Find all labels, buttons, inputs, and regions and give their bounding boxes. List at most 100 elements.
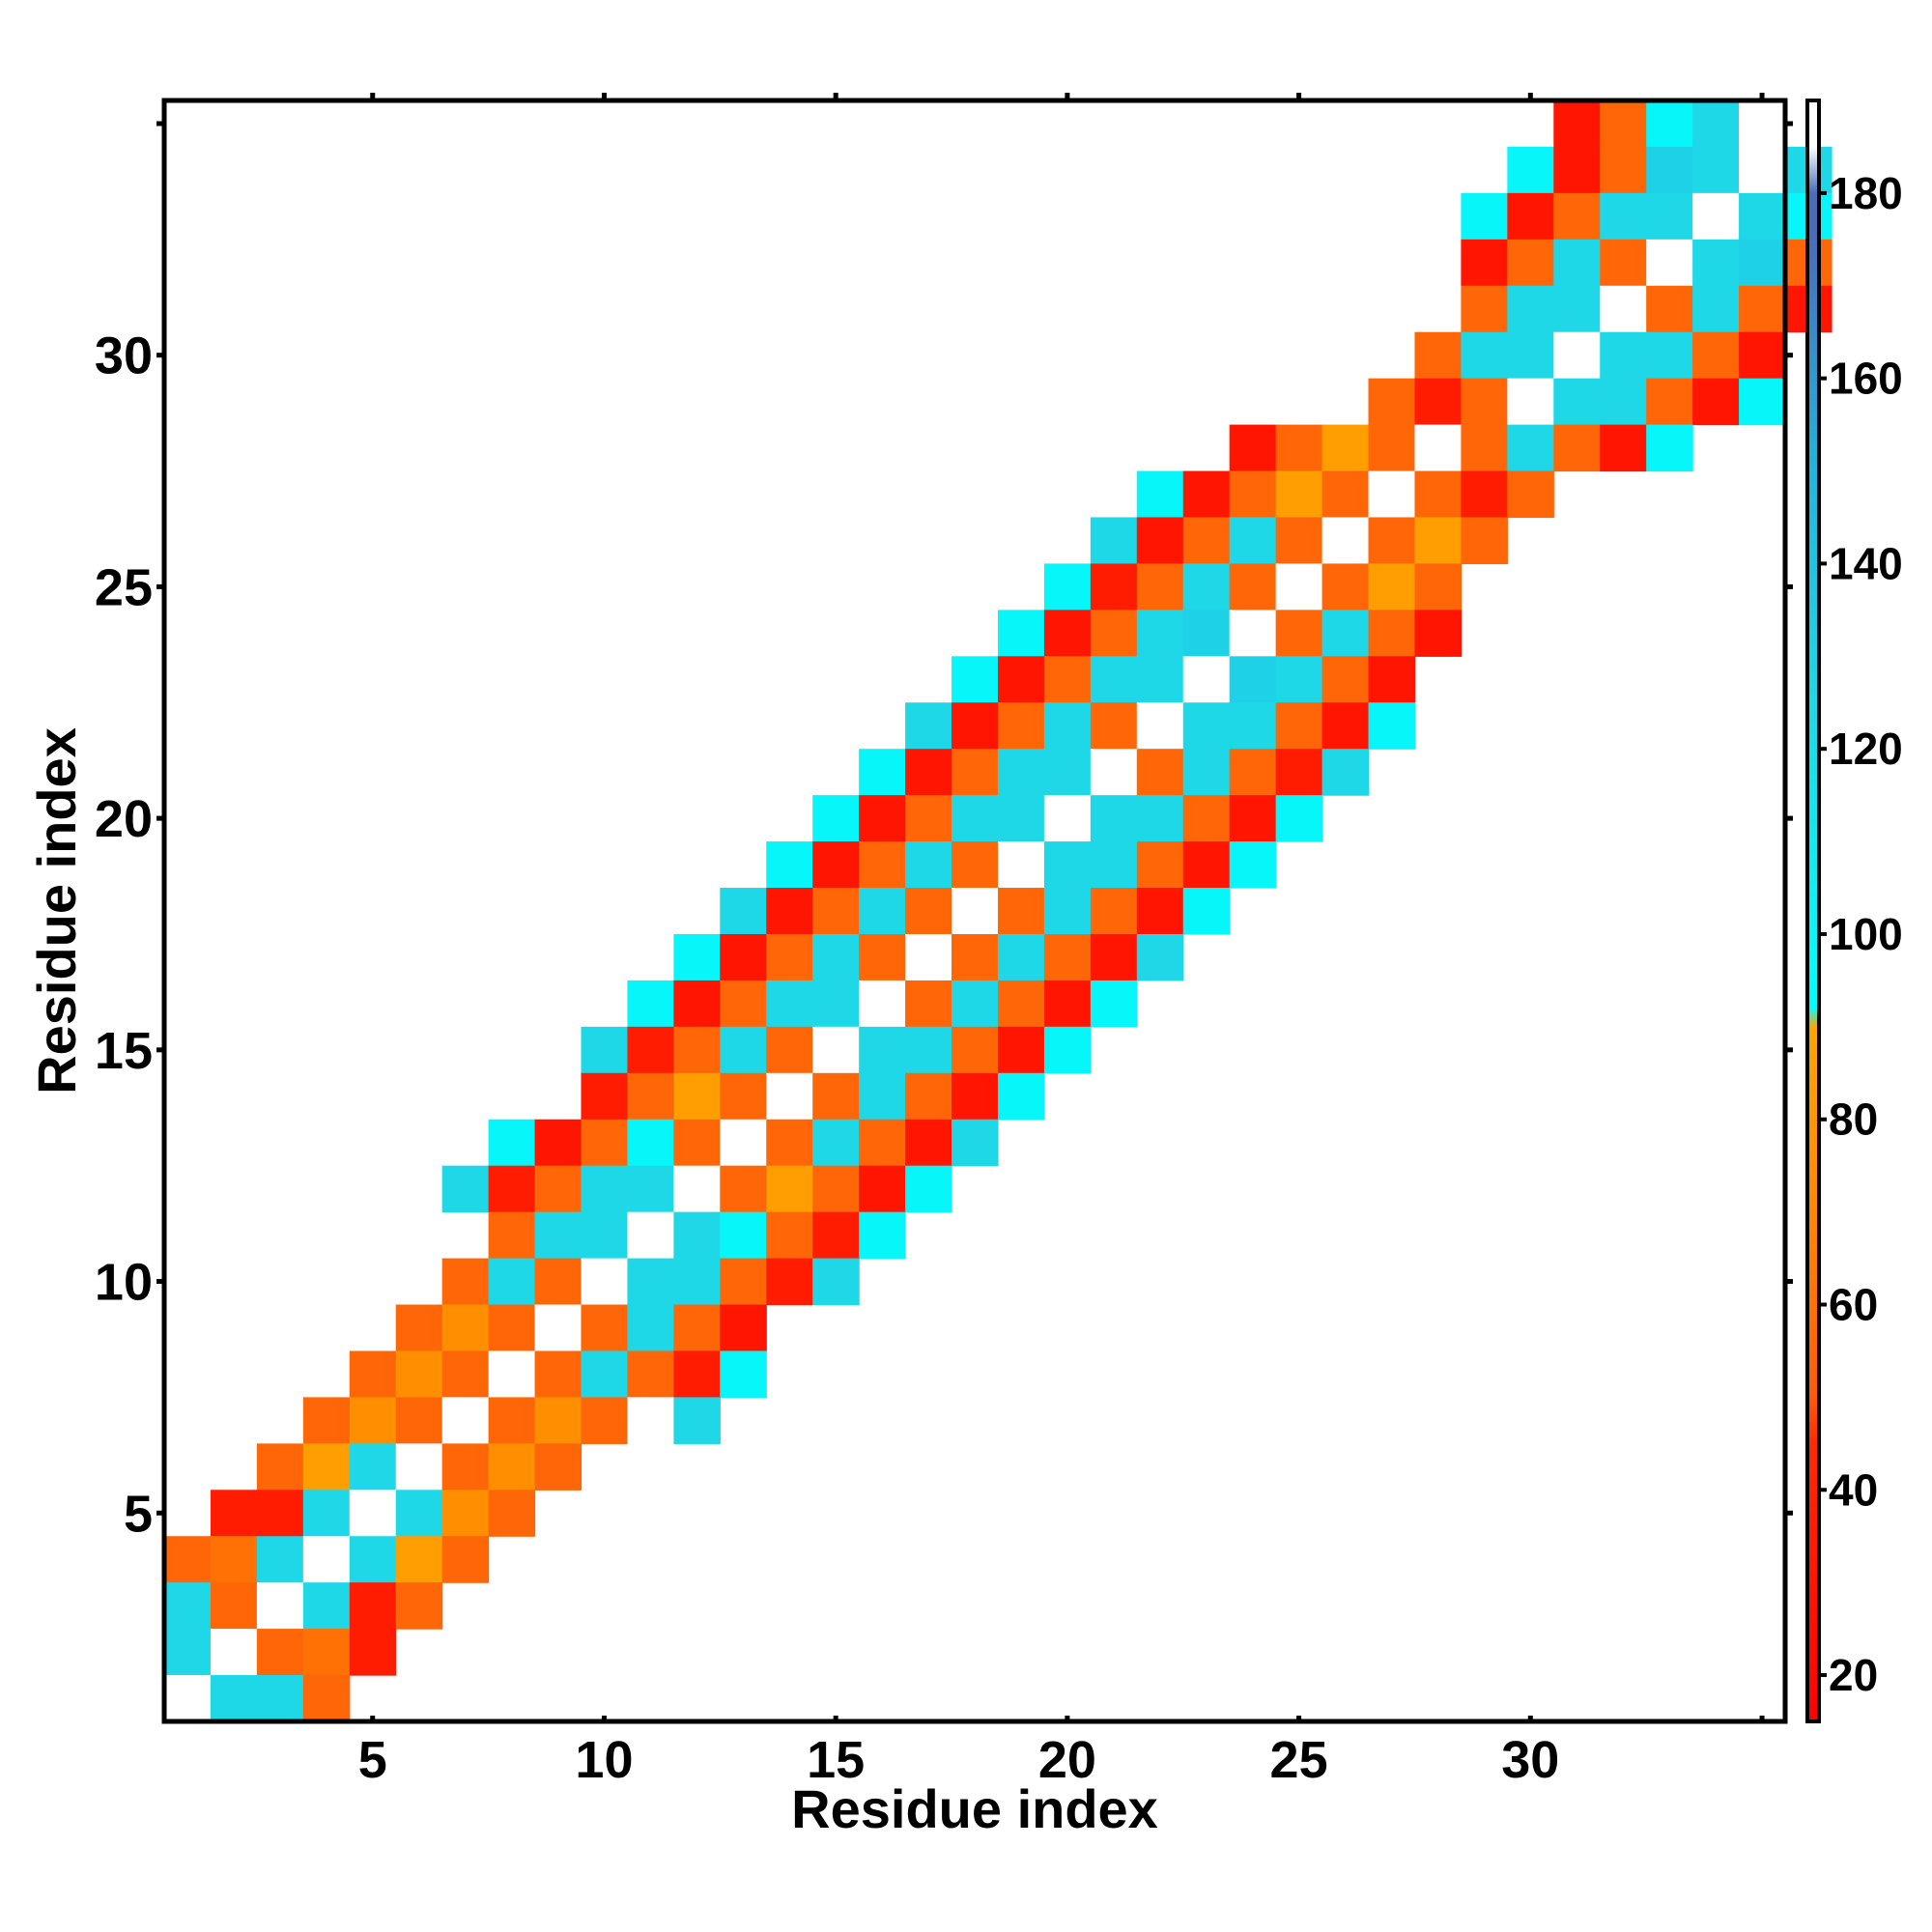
- heatmap-cell: [997, 933, 1045, 981]
- heatmap-cell: [1043, 933, 1092, 981]
- heatmap-cell: [1229, 424, 1277, 472]
- heatmap-cell: [1090, 749, 1138, 796]
- heatmap-cell: [395, 1490, 443, 1537]
- heatmap-cell: [766, 1211, 813, 1260]
- heatmap-cell: [349, 1397, 397, 1444]
- heatmap-cell: [1368, 610, 1416, 657]
- heatmap-cell: [997, 656, 1045, 703]
- heatmap-cell: [905, 1165, 952, 1213]
- heatmap-cell: [1368, 470, 1416, 519]
- colorbar-tick-label: 80: [1829, 1094, 1878, 1145]
- heatmap-cell: [1368, 517, 1416, 565]
- heatmap-cell: [1507, 239, 1554, 287]
- heatmap-cell: [720, 980, 767, 1028]
- heatmap-cell: [905, 933, 952, 981]
- heatmap-cell: [534, 1350, 582, 1398]
- heatmap-cell: [1275, 470, 1323, 519]
- heatmap-cell: [1229, 470, 1277, 519]
- heatmap-cell: [1275, 563, 1323, 611]
- x-tick-label: 15: [807, 1731, 865, 1789]
- y-axis-title: Residue index: [26, 727, 87, 1094]
- heatmap-cell: [952, 933, 999, 981]
- heatmap-cell: [812, 1119, 860, 1167]
- heatmap-cell: [441, 1165, 490, 1213]
- heatmap-cell: [210, 1582, 258, 1630]
- heatmap-cell: [766, 841, 813, 889]
- heatmap-cell: [859, 980, 906, 1028]
- heatmap-cell: [720, 1119, 767, 1167]
- heatmap-cell: [1414, 610, 1462, 657]
- heatmap-cell: [997, 888, 1045, 935]
- colorbar-tick-label: 20: [1829, 1650, 1878, 1700]
- heatmap-cell: [1182, 656, 1231, 703]
- heatmap-cell: [1182, 702, 1231, 750]
- heatmap-cell: [720, 1304, 767, 1352]
- heatmap-cell: [1182, 610, 1231, 657]
- heatmap-cell: [905, 888, 952, 935]
- heatmap-cell: [905, 749, 952, 796]
- heatmap-cell: [488, 1165, 536, 1213]
- x-tick-label: 30: [1501, 1731, 1559, 1789]
- heatmap-cell: [256, 1536, 304, 1583]
- heatmap-cell: [1090, 656, 1138, 703]
- heatmap-cell: [952, 980, 999, 1028]
- heatmap-cell: [164, 1629, 212, 1676]
- heatmap-cell: [1507, 192, 1554, 241]
- heatmap-cell: [1600, 331, 1647, 380]
- heatmap-cell: [997, 795, 1045, 842]
- heatmap-cell: [349, 1629, 397, 1676]
- heatmap-cell: [395, 1350, 443, 1398]
- heatmap-cell: [720, 1211, 767, 1260]
- heatmap-cell: [673, 1072, 721, 1121]
- heatmap-cell: [952, 795, 999, 842]
- heatmap-cell: [1182, 517, 1231, 565]
- heatmap-cell: [1461, 378, 1508, 426]
- heatmap-cell: [210, 1536, 258, 1583]
- heatmap-cell: [210, 1675, 258, 1722]
- heatmap-cell: [488, 1304, 536, 1352]
- heatmap-cell: [1739, 285, 1786, 333]
- heatmap-cell: [1321, 656, 1370, 703]
- heatmap-cell: [952, 841, 999, 889]
- heatmap-cell: [627, 1026, 674, 1074]
- heatmap-cell: [534, 1258, 582, 1306]
- heatmap-cell: [1368, 563, 1416, 611]
- heatmap-cell: [210, 1629, 258, 1676]
- heatmap-cell: [1136, 841, 1184, 889]
- heatmap-cell: [1507, 146, 1554, 194]
- colorbar-tick-label: 60: [1829, 1280, 1878, 1330]
- heatmap-cell: [1321, 517, 1370, 565]
- heatmap-cell: [488, 1443, 536, 1491]
- heatmap-cell: [1136, 888, 1184, 935]
- y-tick-label: 10: [95, 1254, 153, 1312]
- heatmap-cell: [720, 1026, 767, 1074]
- heatmap-cell: [488, 1490, 536, 1537]
- heatmap-cell: [1229, 610, 1277, 657]
- heatmap-cell: [859, 888, 906, 935]
- heatmap-cell: [812, 1026, 860, 1074]
- heatmap-cell: [581, 1350, 629, 1398]
- heatmap-cell: [905, 1119, 952, 1167]
- heatmap-cell: [627, 1304, 674, 1352]
- heatmap-cell: [488, 1397, 536, 1444]
- heatmap-cell: [1461, 331, 1508, 380]
- heatmap-cell: [812, 1258, 860, 1306]
- heatmap-cell: [627, 1119, 674, 1167]
- heatmap-cell: [673, 933, 721, 981]
- heatmap-cell: [905, 795, 952, 842]
- heatmap-cell: [349, 1350, 397, 1398]
- colorbar-tick-label: 180: [1829, 168, 1903, 218]
- colorbar-tick-label: 100: [1829, 909, 1903, 959]
- heatmap-cell: [812, 980, 860, 1028]
- heatmap-cell: [1090, 795, 1138, 842]
- heatmap-cell: [1507, 285, 1554, 333]
- heatmap-cell: [1090, 517, 1138, 565]
- heatmap-cell: [1043, 795, 1092, 842]
- heatmap-cell: [1043, 1026, 1092, 1074]
- heatmap-cell: [859, 841, 906, 889]
- heatmap-cell: [1507, 378, 1554, 426]
- heatmap-cell: [302, 1397, 351, 1444]
- heatmap-cell: [812, 841, 860, 889]
- heatmap-cell: [627, 1211, 674, 1260]
- heatmap-cell: [581, 1304, 629, 1352]
